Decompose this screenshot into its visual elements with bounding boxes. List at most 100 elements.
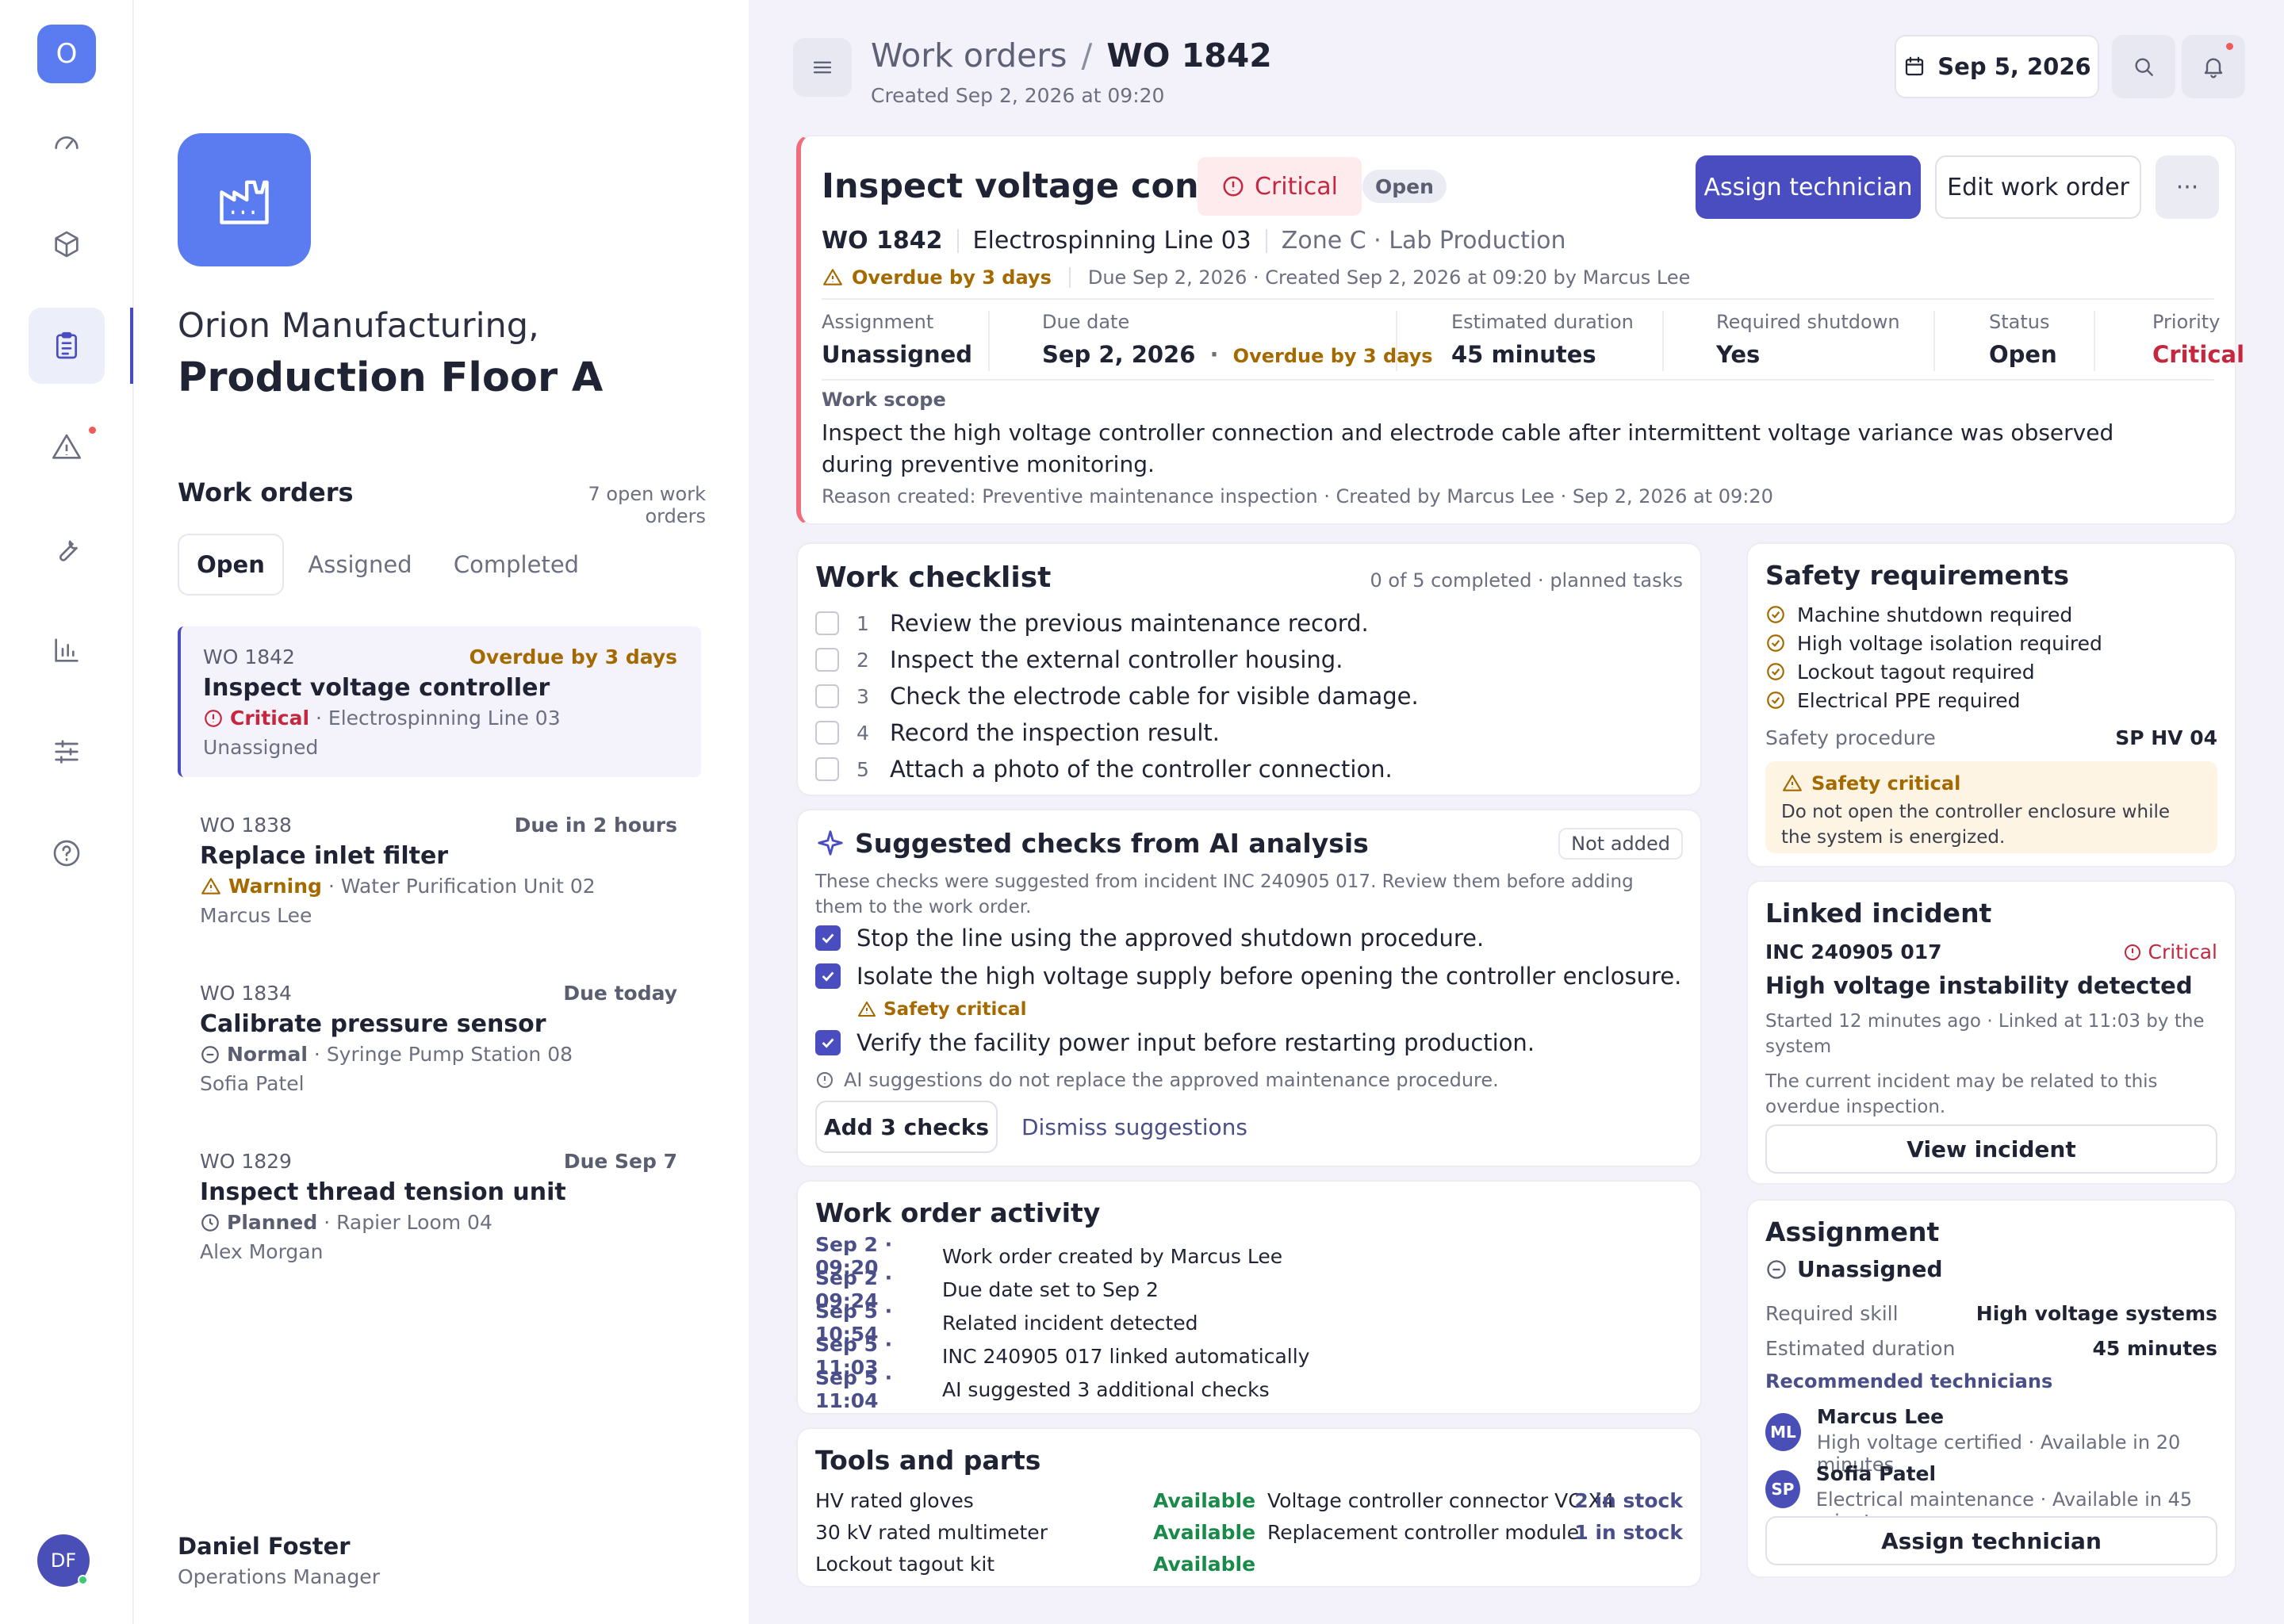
reason-created: Reason created: Preventive maintenance i… — [822, 485, 1773, 508]
nav-settings-button[interactable] — [29, 714, 105, 790]
technician-avatar: SP — [1765, 1470, 1800, 1508]
checkbox[interactable] — [815, 684, 839, 708]
tab-assigned[interactable]: Assigned — [308, 551, 412, 578]
checkbox-checked[interactable] — [815, 1030, 841, 1055]
safety-critical-tag: Safety critical — [856, 999, 1026, 1020]
list-item-meta: Normal · Syringe Pump Station 08 — [200, 1043, 573, 1066]
list-item-id: WO 1838 — [200, 814, 292, 837]
menu-button[interactable] — [793, 38, 852, 97]
assignment-status: Unassigned — [1765, 1256, 1943, 1282]
checkbox[interactable] — [815, 611, 839, 635]
checkbox-checked[interactable] — [815, 963, 841, 989]
check-icon — [822, 933, 834, 944]
incident-title: Linked incident — [1765, 898, 1992, 929]
minus-circle-icon — [1767, 1259, 1786, 1279]
nav-help-button[interactable] — [29, 815, 105, 891]
list-item-title: Calibrate pressure sensor — [200, 1010, 546, 1038]
checklist-item[interactable]: 1 Review the previous maintenance record. — [815, 607, 1369, 639]
nav-reports-button[interactable] — [29, 612, 105, 688]
linked-incident-card: Linked incident INC 240905 017 Critical … — [1746, 880, 2236, 1185]
checklist-item[interactable]: 5 Attach a photo of the controller connec… — [815, 753, 1393, 785]
checklist-item[interactable]: 4 Record the inspection result. — [815, 717, 1220, 749]
line-name: Electrospinning Line 03 — [972, 227, 1251, 255]
technician-name: Marcus Lee — [1816, 1405, 1945, 1428]
list-item-priority: Planned — [227, 1211, 318, 1234]
alert-dot — [89, 427, 96, 434]
notification-dot — [2226, 43, 2233, 50]
technician-row[interactable]: SP Sofia Patel Electrical maintenance · … — [1765, 1462, 2235, 1533]
list-item-location: · Electrospinning Line 03 — [316, 707, 561, 730]
checklist-card: Work checklist 0 of 5 completed · planne… — [796, 542, 1702, 796]
list-item-priority: Critical — [230, 707, 310, 730]
checklist-item[interactable]: 3 Check the electrode cable for visible d… — [815, 680, 1419, 712]
stat-shutdown: Required shutdown Yes — [1716, 311, 1900, 368]
list-item-title: Inspect voltage controller — [203, 674, 550, 702]
list-item-id: WO 1829 — [200, 1150, 292, 1173]
more-actions-button[interactable]: ··· — [2156, 155, 2219, 219]
nav-alerts-button[interactable] — [29, 409, 105, 485]
checkbox-checked[interactable] — [815, 925, 841, 951]
edit-work-order-button[interactable]: Edit work order — [1935, 155, 2141, 219]
assignment-card: Assignment Unassigned Required skill High… — [1746, 1199, 2236, 1578]
ai-suggestion-item[interactable]: Isolate the high voltage supply before o… — [815, 963, 1681, 990]
tab-open[interactable]: Open — [178, 534, 284, 596]
checklist-item[interactable]: 2 Inspect the external controller housing… — [815, 644, 1343, 676]
list-item-due: Due in 2 hours — [514, 814, 677, 837]
checkbox[interactable] — [815, 757, 839, 781]
assign-technician-secondary-button[interactable]: Assign technician — [1765, 1516, 2217, 1565]
breadcrumb: Work orders / WO 1842 — [871, 36, 1272, 75]
list-item-meta: Warning · Water Purification Unit 02 — [200, 875, 596, 898]
estimated-duration: Estimated duration 45 minutes — [1765, 1336, 2217, 1360]
list-item-location: · Rapier Loom 04 — [324, 1211, 492, 1234]
list-item-priority: Warning — [228, 875, 322, 898]
safety-warning-text: Do not open the controller enclosure whi… — [1781, 802, 2170, 848]
ai-suggestion-item[interactable]: Verify the facility power input before r… — [815, 1029, 1535, 1056]
nav-assets-button[interactable] — [29, 206, 105, 282]
user-avatar[interactable]: DF — [37, 1534, 90, 1587]
checkbox[interactable] — [815, 721, 839, 745]
nav-work-orders-button[interactable] — [29, 308, 105, 384]
activity-row: Sep 2 · 09:20 Work order created by Marcu… — [815, 1233, 1283, 1279]
work-scope-text: Inspect the high voltage controller conn… — [822, 419, 2114, 477]
view-incident-button[interactable]: View incident — [1765, 1124, 2217, 1174]
menu-icon — [813, 61, 832, 74]
breadcrumb-root[interactable]: Work orders — [871, 36, 1067, 75]
assign-technician-button[interactable]: Assign technician — [1696, 155, 1921, 219]
checkbox[interactable] — [815, 648, 839, 672]
search-button[interactable] — [2112, 35, 2175, 98]
activity-row: Sep 5 · 10:54 Related incident detected — [815, 1300, 1198, 1346]
safety-requirement: Machine shutdown required — [1765, 601, 2072, 628]
add-checks-button[interactable]: Add 3 checks — [815, 1101, 998, 1153]
priority-badge: Critical — [1198, 157, 1362, 216]
work-order-list-item[interactable]: WO 1842 Overdue by 3 days Inspect voltag… — [178, 626, 701, 777]
tab-completed[interactable]: Completed — [453, 551, 580, 578]
part-stock: 2 in stock — [1574, 1488, 1683, 1512]
incident-priority: Critical — [2123, 940, 2217, 963]
work-order-list-item[interactable]: WO 1838 Due in 2 hours Replace inlet fil… — [178, 795, 701, 945]
work-order-list-item[interactable]: WO 1834 Due today Calibrate pressure sen… — [178, 963, 701, 1113]
calendar-icon — [1906, 56, 1924, 76]
nav-dashboard-button[interactable] — [29, 105, 105, 181]
incident-meta: Started 12 minutes ago · Linked at 11:03… — [1765, 1011, 2205, 1057]
info-icon — [817, 1072, 833, 1088]
technician-name: Sofia Patel — [1815, 1462, 1937, 1485]
ai-suggestion-item[interactable]: Stop the line using the approved shutdow… — [815, 925, 1484, 952]
assignment-title: Assignment — [1765, 1216, 1940, 1247]
nav-maintenance-button[interactable] — [29, 511, 105, 587]
date-picker-button[interactable]: Sep 5, 2026 — [1895, 35, 2099, 98]
technician-row[interactable]: ML Marcus Lee High voltage certified · A… — [1765, 1405, 2235, 1476]
due-meta: Overdue by 3 days Due Sep 2, 2026 · Crea… — [822, 266, 1690, 289]
dismiss-suggestions-button[interactable]: Dismiss suggestions — [1021, 1113, 1247, 1140]
box-icon — [55, 231, 79, 258]
facility-logo — [178, 133, 311, 266]
work-order-list-item[interactable]: WO 1829 Due Sep 7 Inspect thread tension… — [178, 1131, 701, 1281]
work-order-location: WO 1842 Electrospinning Line 03 Zone C ·… — [822, 227, 1566, 255]
list-item-assignee: Alex Morgan — [200, 1240, 324, 1263]
incident-id: INC 240905 017 — [1765, 940, 1942, 963]
check-circle-icon — [1767, 663, 1784, 680]
app-logo[interactable]: O — [37, 25, 96, 83]
safety-requirement: Electrical PPE required — [1765, 687, 2021, 714]
not-added-badge: Not added — [1558, 828, 1683, 860]
notifications-button[interactable] — [2182, 35, 2245, 98]
stats-row: Assignment Unassigned Due date Sep 2, 20… — [822, 298, 2244, 381]
